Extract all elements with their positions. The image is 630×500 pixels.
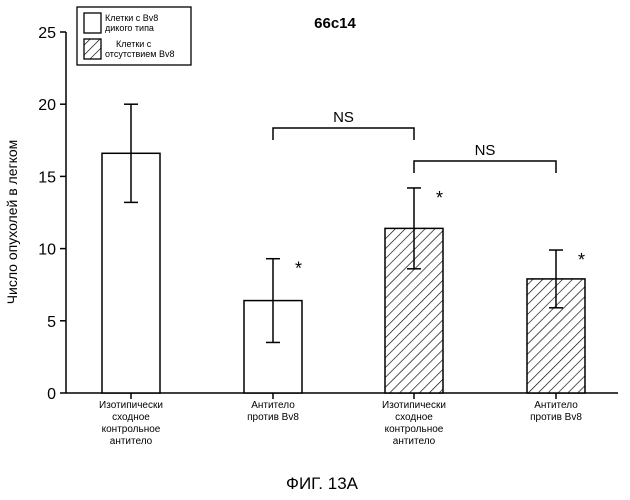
x-tick-label-3-1: против Bv8 xyxy=(530,412,582,423)
legend-swatch-knockout xyxy=(84,39,101,59)
bracket-label-1: NS xyxy=(475,142,496,159)
error-bars xyxy=(124,104,563,342)
x-tick-label-1-0: Антитело xyxy=(251,400,295,411)
y-axis-label: Число опухолей в легком xyxy=(4,140,20,305)
bracket-0 xyxy=(273,128,414,140)
figure-caption: ФИГ. 13А xyxy=(286,474,359,493)
x-tick-label-0-3: антитело xyxy=(110,436,153,447)
significance-star-2: * xyxy=(436,188,443,208)
chart-title: 66c14 xyxy=(314,15,356,32)
x-tick-label-1-1: против Bv8 xyxy=(247,412,299,423)
legend-swatch-wild xyxy=(84,13,101,33)
legend-label-wild-line1: Клетки с Bv8 xyxy=(105,13,158,23)
y-ticks: 0 5 10 15 20 25 xyxy=(38,25,66,403)
bracket-label-0: NS xyxy=(333,109,354,126)
x-tick-label-2-2: контрольное xyxy=(385,424,444,435)
legend-label-knockout-line2: отсутствием Bv8 xyxy=(105,49,174,59)
significance-star-3: * xyxy=(578,250,585,270)
x-tick-label-2-1: сходное xyxy=(395,412,433,423)
significance-brackets: NS NS xyxy=(273,109,556,173)
x-tick-label-2-0: Изотипически xyxy=(382,400,446,411)
bracket-1 xyxy=(414,161,556,173)
significance-star-1: * xyxy=(295,259,302,279)
y-tick-label-5: 25 xyxy=(38,25,56,42)
y-tick-label-3: 15 xyxy=(38,169,56,186)
x-tick-label-0-1: сходное xyxy=(112,412,150,423)
y-tick-label-2: 10 xyxy=(38,242,56,259)
y-tick-label-1: 5 xyxy=(47,314,56,331)
y-tick-label-4: 20 xyxy=(38,97,56,114)
x-tick-label-3-0: Антитело xyxy=(534,400,578,411)
legend-label-wild-line2: дикого типа xyxy=(105,23,154,33)
x-tick-label-2-3: антитело xyxy=(393,436,436,447)
x-tick-label-0-0: Изотипически xyxy=(99,400,163,411)
y-tick-label-0: 0 xyxy=(47,386,56,403)
legend: Клетки с Bv8 дикого типа Клетки с отсутс… xyxy=(77,7,191,65)
legend-label-knockout-line1: Клетки с xyxy=(116,39,152,49)
x-tick-label-0-2: контрольное xyxy=(102,424,161,435)
x-tick-labels: ИзотипическисходноеконтрольноеантителоАн… xyxy=(99,393,582,447)
bars xyxy=(102,153,585,393)
